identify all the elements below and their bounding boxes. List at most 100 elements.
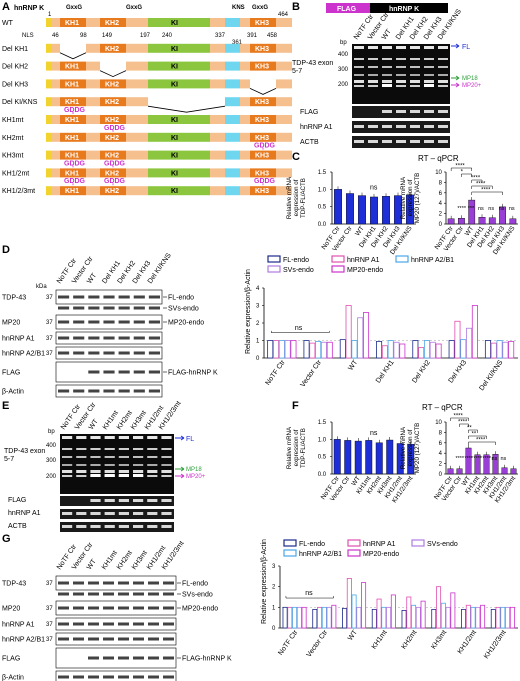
domain-segment (250, 97, 276, 107)
lane-label: WT (86, 272, 98, 286)
bar (333, 439, 341, 475)
blot-band (148, 306, 160, 310)
bar (456, 468, 463, 475)
blot-band (163, 637, 174, 641)
blot-band (88, 295, 100, 299)
bar (296, 606, 302, 629)
gel-band (161, 464, 172, 466)
domain-label: KH2 (105, 170, 119, 177)
blot-name: FLAG (2, 370, 20, 377)
domain-segment (240, 18, 250, 27)
blot-band (58, 389, 70, 393)
bp-300-e: 300 (46, 458, 57, 464)
blot-band (88, 351, 100, 355)
domain-segment (148, 168, 210, 178)
blot-label-e-flag: FLAG (8, 497, 26, 504)
blot-band (438, 110, 448, 113)
category-label: WT (347, 359, 359, 373)
bar (471, 305, 478, 359)
legend-label: SVs-endo (427, 541, 458, 548)
ylabel-wrap: Relative mRNA expression of MP20 (127)/A… (400, 173, 421, 224)
gel-band (104, 470, 115, 473)
legend-swatch (347, 539, 361, 547)
domain-label: KH1 (65, 64, 79, 71)
blot-band (118, 512, 129, 515)
blot-band (148, 675, 159, 679)
bar (423, 340, 430, 359)
lane-label: Del KI/KNS (147, 252, 173, 285)
gel-band (396, 74, 406, 76)
bar (351, 594, 357, 629)
bar (475, 606, 481, 629)
gel-band (118, 448, 129, 450)
sig-star: ns (492, 456, 498, 462)
bar (354, 440, 362, 475)
blot-band (58, 592, 69, 596)
gel-band (118, 456, 129, 458)
gel-band (147, 475, 158, 477)
gel-band (118, 464, 129, 466)
deletion-line (147, 105, 226, 113)
construct-name: KH3mt (2, 153, 23, 160)
bar (331, 604, 337, 629)
blot-band (148, 336, 160, 340)
bar (361, 582, 367, 629)
mp18-arrow-b (451, 75, 460, 81)
blot-band (58, 320, 70, 324)
gel-band (118, 436, 129, 439)
domain-segment (46, 186, 52, 196)
gel-band (354, 46, 364, 49)
blot-band (382, 125, 392, 128)
blot-band (73, 351, 85, 355)
construct-name: Del KH1 (2, 46, 28, 53)
category-label: KH3mt (430, 629, 448, 651)
domain-segment (52, 97, 60, 107)
blot-band (148, 295, 160, 299)
construct-name: Del KH3 (2, 81, 28, 88)
category-label: Del KH1 (375, 359, 396, 384)
blot-band (90, 499, 101, 502)
blot-band (118, 306, 130, 310)
bar (321, 606, 327, 629)
gel-band (161, 456, 172, 458)
domain-segment (225, 168, 240, 178)
tick-label: 8 (439, 430, 443, 436)
tick-label: 0 (256, 356, 260, 362)
sig-star: ** (472, 432, 477, 438)
bar (375, 442, 383, 475)
gel-band (396, 66, 406, 68)
bar (326, 341, 333, 359)
blot-band (148, 351, 160, 355)
kda-marker: 37 (46, 351, 53, 357)
bar (490, 342, 497, 359)
chart-c-mp20: 0 2 4 6 8 10 Relative mRNA expression of MP20 … (400, 164, 518, 256)
domain-segment (46, 97, 52, 107)
blot-band (88, 306, 100, 310)
bar (376, 598, 382, 629)
domain-segment (126, 43, 148, 53)
gel-band (90, 436, 101, 439)
bar (484, 340, 491, 359)
sig-star: **** (455, 164, 465, 170)
blot-band (103, 389, 115, 393)
category-label: WT (350, 475, 362, 487)
gel-band (368, 80, 378, 83)
bar (386, 606, 392, 629)
tick-label: 1.5 (318, 420, 327, 426)
blot-band (424, 110, 434, 113)
domain-segment (210, 168, 225, 178)
bar (465, 604, 471, 629)
bar (501, 467, 508, 475)
blot-name: hnRNP A2/B1 (2, 351, 45, 358)
blot-label-e-a1: hnRNP A1 (8, 510, 41, 517)
domain-label: KH3 (255, 153, 269, 160)
domain-segment (46, 150, 52, 160)
blot-band (58, 295, 70, 299)
domain-segment (52, 115, 60, 124)
bar (480, 604, 486, 629)
blot-e-actb (60, 522, 174, 532)
blot-band (133, 675, 144, 679)
gel-b-bands (354, 46, 448, 87)
domain-segment (86, 97, 100, 107)
